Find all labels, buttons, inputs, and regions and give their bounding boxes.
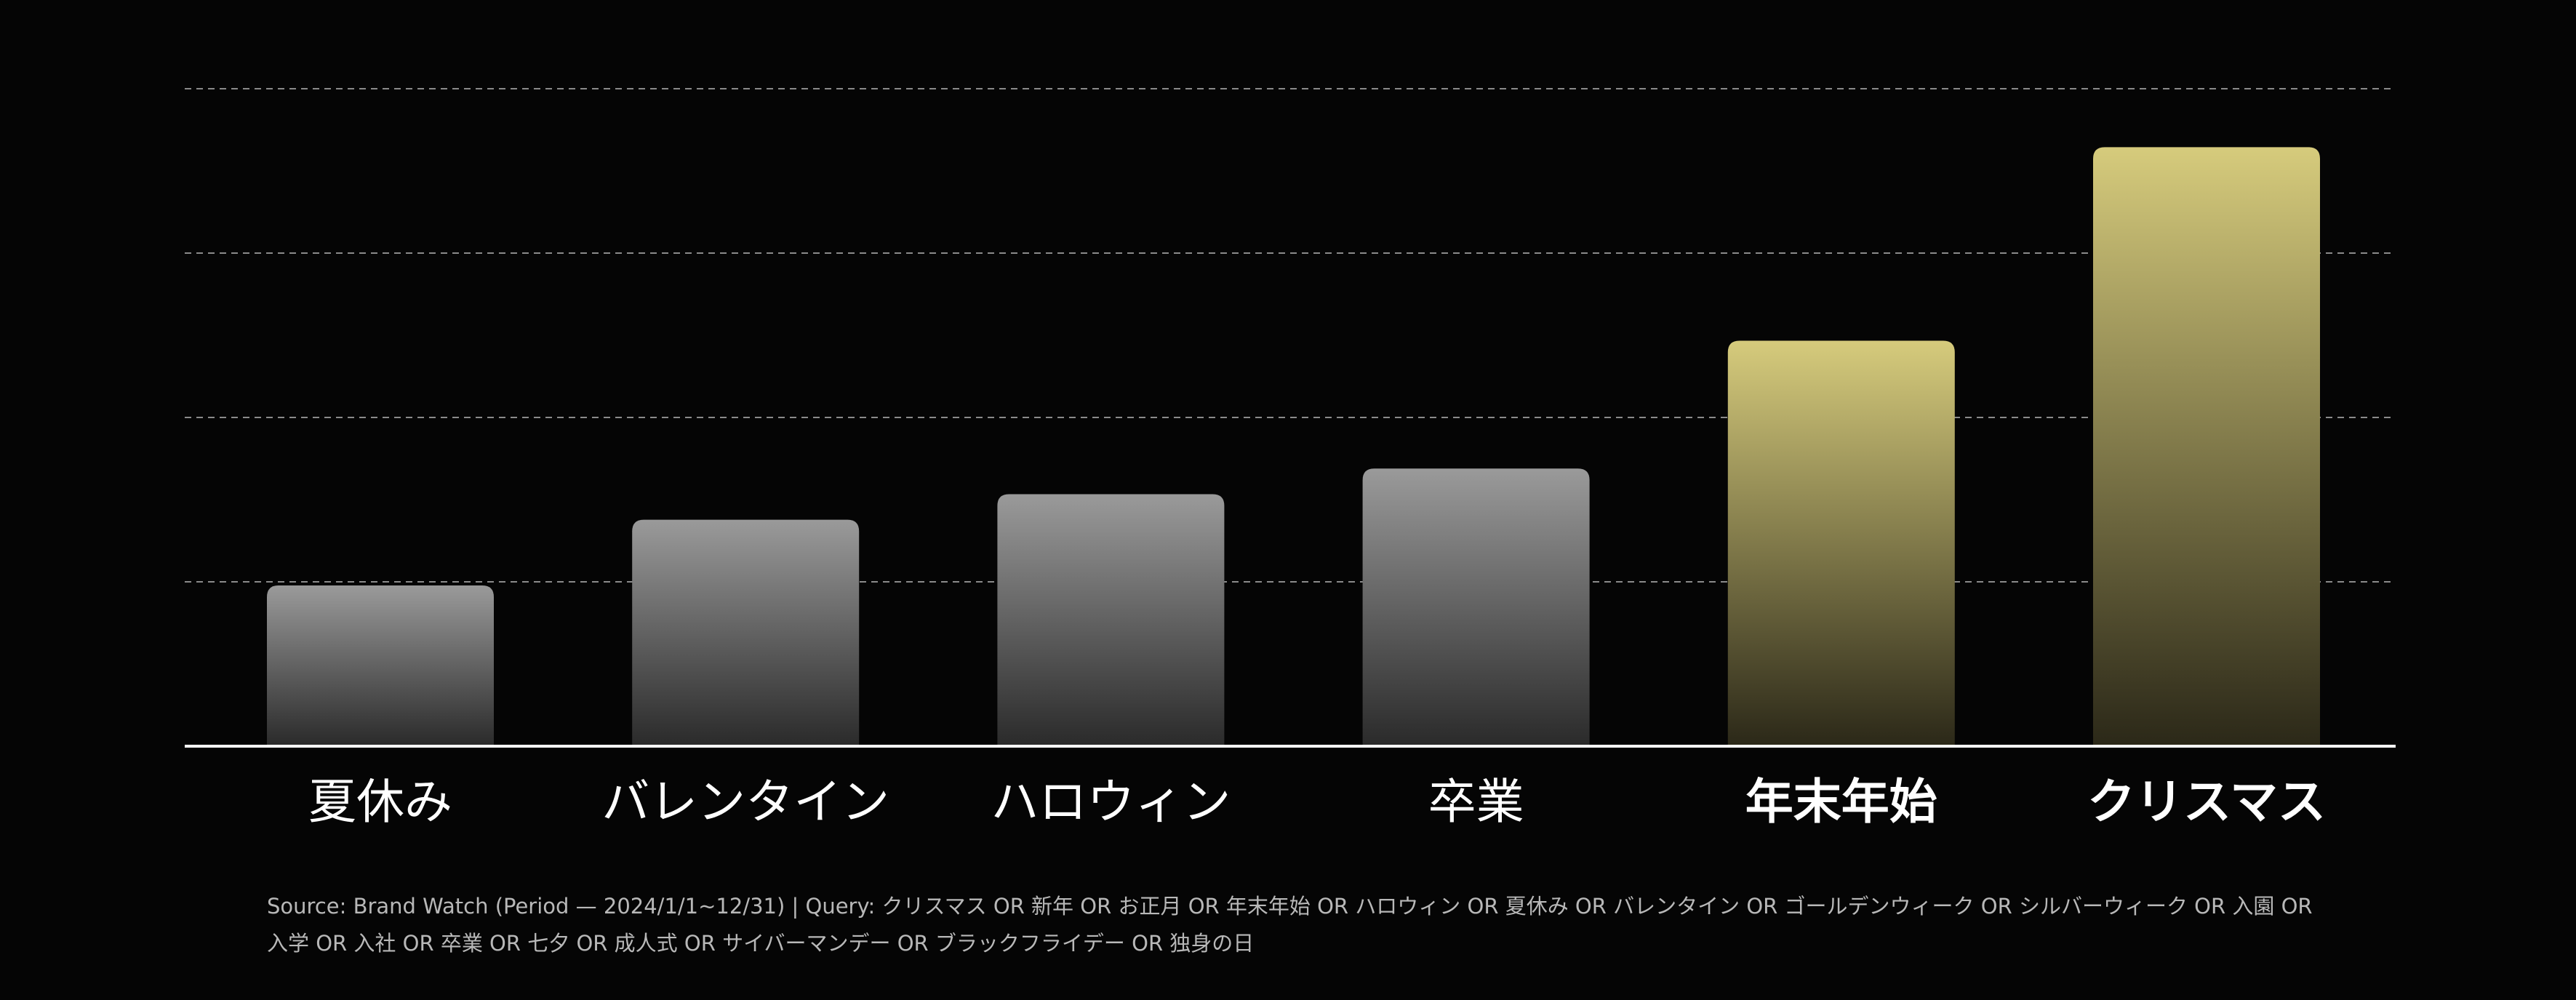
bar-3 [997,494,1225,746]
gridlines [185,88,2396,583]
category-label-4: 卒業 [1428,774,1524,830]
category-label-1: 夏休み [308,774,452,830]
category-label-5: 年末年始 [1745,774,1937,830]
bar-4 [1362,468,1590,746]
category-labels: 夏休み バレンタイン ハロウィン 卒業 年末年始 クリスマス [308,774,2326,830]
bar-6 [2093,147,2320,746]
bar-2 [632,519,860,746]
source-line-2: 入学 OR 入社 OR 卒業 OR 七夕 OR 成人式 OR サイバーマンデー … [267,931,1255,956]
bars [267,147,2320,746]
bar-5 [1727,340,1955,746]
source-note: Source: Brand Watch (Period — 2024/1/1~1… [267,888,2347,962]
category-label-2: バレンタイン [601,774,889,830]
category-label-6: クリスマス [2087,774,2326,830]
bar-1 [267,585,494,746]
source-line-1: Source: Brand Watch (Period — 2024/1/1~1… [267,894,2313,919]
category-label-3: ハロウィン [991,774,1231,830]
